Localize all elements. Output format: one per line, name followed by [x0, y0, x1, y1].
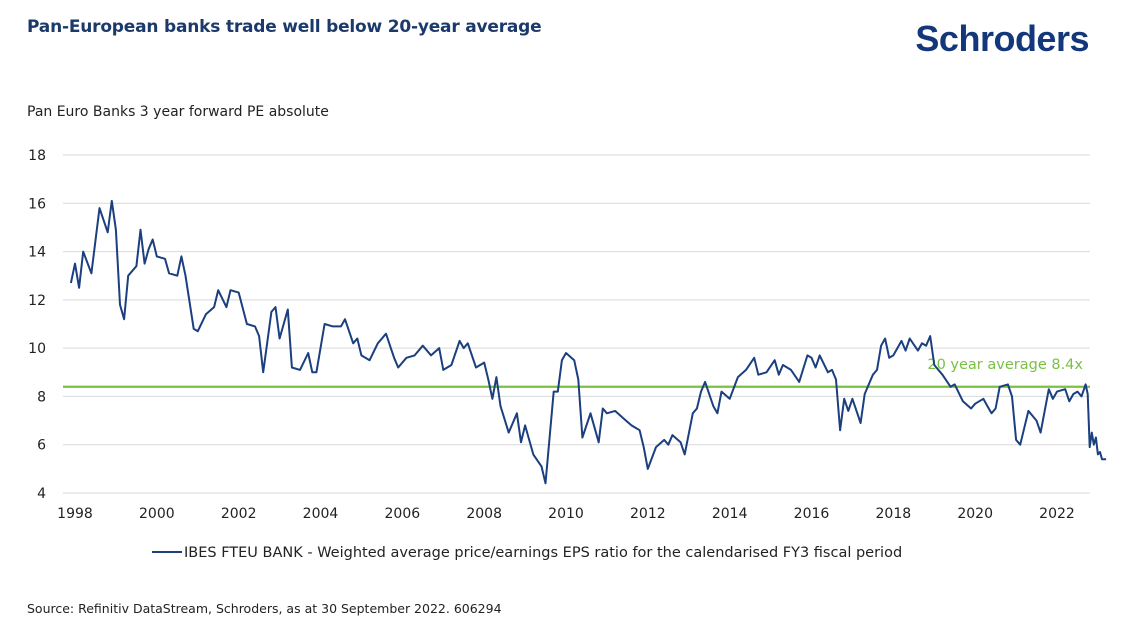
x-tick-label: 2006 — [385, 506, 421, 522]
y-tick-label: 18 — [28, 148, 46, 164]
average-label: 20 year average 8.4x — [927, 357, 1083, 373]
x-tick-label: 2004 — [303, 506, 339, 522]
x-tick-label: 2000 — [139, 506, 175, 522]
x-tick-label: 2018 — [876, 506, 912, 522]
legend-label: IBES FTEU BANK - Weighted average price/… — [184, 545, 902, 561]
source-note: Source: Refinitiv DataStream, Schroders,… — [27, 601, 502, 616]
series-layer — [69, 199, 1107, 485]
series-line-0 — [69, 199, 1107, 485]
y-tick-label: 4 — [37, 486, 46, 502]
x-tick-label: 2022 — [1039, 506, 1075, 522]
x-tick-label: 2010 — [548, 506, 584, 522]
gridlines — [63, 154, 1090, 494]
legend: IBES FTEU BANK - Weighted average price/… — [152, 545, 902, 561]
x-axis-ticks: 1998 2000 2002 2004 2006 2008 2010 2012 2014 2016… — [57, 506, 1075, 522]
x-tick-label: 2012 — [630, 506, 666, 522]
x-tick-label: 2008 — [466, 506, 502, 522]
y-tick-label: 8 — [37, 389, 46, 405]
chart-subtitle: Pan Euro Banks 3 year forward PE absolut… — [27, 104, 329, 120]
x-tick-label: 1998 — [57, 506, 93, 522]
schroders-logo: Schroders — [915, 18, 1089, 59]
y-tick-label: 14 — [28, 245, 46, 261]
x-tick-label: 2002 — [221, 506, 257, 522]
y-axis-ticks: 4 6 8 10 12 14 16 18 — [28, 148, 46, 502]
x-tick-label: 2020 — [957, 506, 993, 522]
chart-title: Pan-European banks trade well below 20-y… — [27, 17, 542, 37]
y-tick-label: 12 — [28, 293, 46, 309]
y-tick-label: 10 — [28, 341, 46, 357]
x-tick-label: 2016 — [794, 506, 830, 522]
x-tick-label: 2014 — [712, 506, 748, 522]
y-tick-label: 6 — [37, 438, 46, 454]
y-tick-label: 16 — [28, 196, 46, 212]
average-reference: 20 year average 8.4x — [63, 357, 1090, 388]
